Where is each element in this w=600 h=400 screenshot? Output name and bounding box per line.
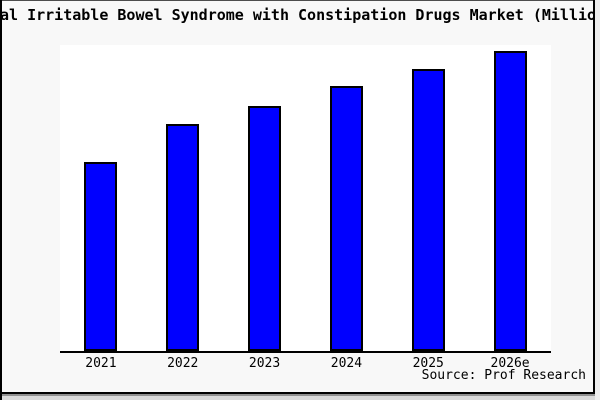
frame-top-edge (0, 0, 600, 1)
x-axis-label: 2022 (167, 356, 199, 371)
x-axis-label: 2021 (85, 356, 117, 371)
frame-right-shadow (595, 0, 600, 400)
frame-left-edge (0, 0, 2, 400)
chart-title: al Irritable Bowel Syndrome with Constip… (0, 6, 600, 24)
frame-bottom-edge (0, 392, 595, 394)
frame-bottom-shadow-soft (2, 396, 595, 400)
plot-area (60, 45, 551, 353)
x-axis-label: 2024 (330, 356, 363, 371)
x-axis-label: 2026e (490, 356, 530, 371)
x-axis-label: 2023 (248, 356, 281, 371)
x-axis-labels: 2021 2022 2023 2024 2025 2026e (60, 356, 551, 372)
bar-2023 (248, 106, 282, 351)
bar-2022 (166, 124, 200, 351)
bar-2026e (493, 51, 527, 351)
bar-2024 (329, 86, 363, 351)
frame-right-edge (593, 0, 595, 394)
bar-2021 (84, 162, 118, 351)
frame-bottom-shadow (2, 394, 595, 396)
source-note: Source: Prof Research (421, 368, 586, 383)
bar-2025 (411, 69, 445, 351)
x-axis-label: 2025 (412, 356, 444, 371)
